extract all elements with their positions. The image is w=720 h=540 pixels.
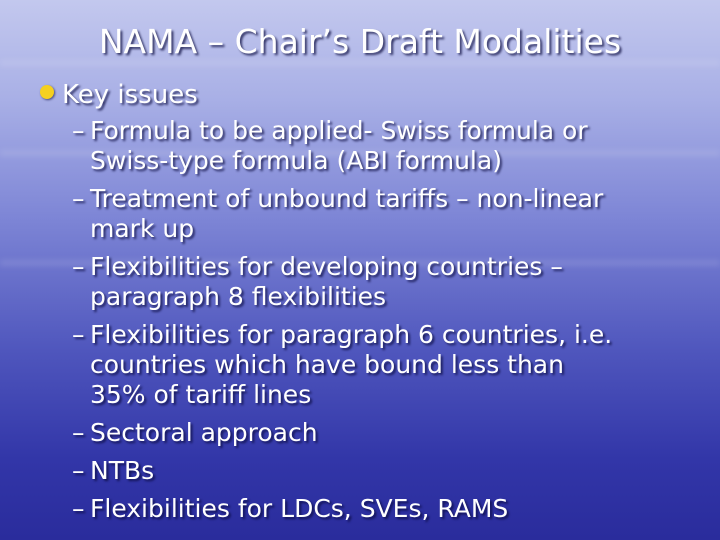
sub-bullet-item: – Flexibilities for paragraph 6 countries…: [72, 320, 612, 410]
sub-bullet-line: – Flexibilities for developing countries …: [72, 252, 612, 282]
bullet-text: Key issues: [62, 80, 198, 110]
sub-bullet-line: – Formula to be applied- Swiss formula or: [72, 116, 612, 146]
sub-bullet-line: countries which have bound less than: [72, 350, 612, 380]
sub-bullet-line: mark up: [72, 214, 612, 244]
sub-bullet-text: countries which have bound less than: [90, 350, 564, 379]
sub-bullet-text: Flexibilities for paragraph 6 countries,…: [90, 320, 613, 349]
dash-marker: –: [72, 116, 85, 145]
sub-bullet-line: paragraph 8 flexibilities: [72, 282, 612, 312]
dash-marker: –: [72, 418, 85, 447]
dash-marker: –: [72, 252, 85, 281]
sub-bullet-text: paragraph 8 flexibilities: [90, 282, 387, 311]
dash-marker: –: [72, 320, 85, 349]
sub-bullet-text: Sectoral approach: [90, 418, 318, 447]
dash-marker: –: [72, 184, 85, 213]
sub-bullet-text: Flexibilities for developing countries –: [90, 252, 563, 281]
sub-bullet-list: – Formula to be applied- Swiss formula or…: [72, 116, 612, 532]
sub-bullet-item: – Treatment of unbound tariffs – non-line…: [72, 184, 612, 244]
sub-bullet-line: – NTBs: [72, 456, 612, 486]
background-streak: [0, 150, 720, 156]
sub-bullet-line: – Flexibilities for LDCs, SVEs, RAMS: [72, 494, 612, 524]
sub-bullet-line: – Treatment of unbound tariffs – non-line…: [72, 184, 612, 214]
sub-bullet-text: 35% of tariff lines: [90, 380, 312, 409]
yellow-dot-bullet-icon: [40, 85, 54, 99]
sub-bullet-line: – Sectoral approach: [72, 418, 612, 448]
dash-marker: –: [72, 494, 85, 523]
sub-bullet-text: Formula to be applied- Swiss formula or: [90, 116, 588, 145]
sub-bullet-item: – NTBs: [72, 456, 612, 486]
dash-marker: –: [72, 456, 85, 485]
sub-bullet-item: – Sectoral approach: [72, 418, 612, 448]
sub-bullet-line: Swiss-type formula (ABI formula): [72, 146, 612, 176]
background-streak: [0, 60, 720, 66]
sub-bullet-text: mark up: [90, 214, 195, 243]
sub-bullet-text: Swiss-type formula (ABI formula): [90, 146, 502, 175]
slide-title: NAMA – Chair’s Draft Modalities: [98, 22, 622, 61]
sub-bullet-text: NTBs: [90, 456, 155, 485]
sub-bullet-item: – Formula to be applied- Swiss formula or…: [72, 116, 612, 176]
sub-bullet-item: – Flexibilities for developing countries …: [72, 252, 612, 312]
sub-bullet-text: Flexibilities for LDCs, SVEs, RAMS: [90, 494, 509, 523]
sub-bullet-line: – Flexibilities for paragraph 6 countries…: [72, 320, 612, 350]
sub-bullet-item: – Flexibilities for LDCs, SVEs, RAMS: [72, 494, 612, 524]
bullet-key-issues: Key issues: [40, 80, 198, 110]
sub-bullet-text: Treatment of unbound tariffs – non-linea…: [90, 184, 604, 213]
background-streak: [0, 260, 720, 266]
sub-bullet-line: 35% of tariff lines: [72, 380, 612, 410]
